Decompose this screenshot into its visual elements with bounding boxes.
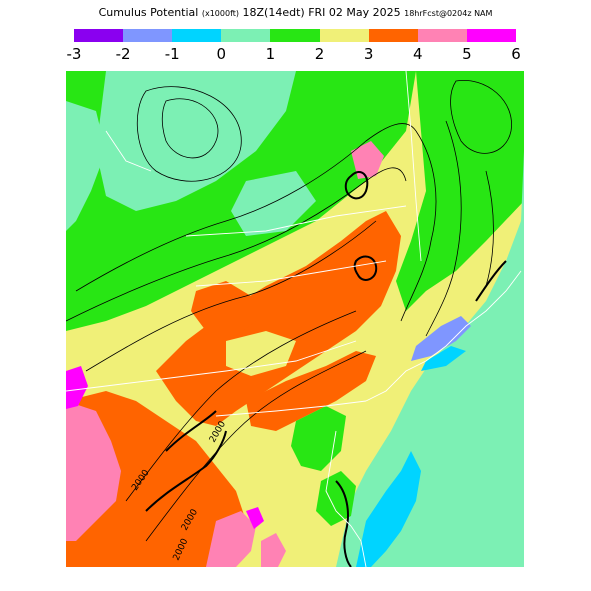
field-yellow-pocket bbox=[226, 331, 296, 376]
boundary-lines bbox=[66, 71, 522, 567]
contour-bold-southwest bbox=[165, 410, 217, 452]
coastline bbox=[365, 270, 522, 402]
legend-tick-label: -2 bbox=[115, 45, 131, 63]
legend-swatch bbox=[270, 29, 320, 42]
field-pink-north bbox=[351, 141, 384, 179]
state-border-3 bbox=[195, 260, 387, 287]
legend-swatch bbox=[172, 29, 222, 42]
field-bluish-bay bbox=[411, 316, 471, 361]
contour-lines bbox=[66, 79, 512, 542]
legend-tick-label: 6 bbox=[511, 45, 521, 63]
field-ocean-east bbox=[336, 151, 524, 567]
field-aqua-north-central bbox=[231, 171, 316, 236]
contour-bold-south bbox=[145, 430, 227, 512]
coastline-bay bbox=[325, 430, 352, 527]
legend-swatch bbox=[123, 29, 173, 42]
title-forecast-info: 18hrFcst@0204z NAM bbox=[404, 9, 493, 18]
field-cyan-bay bbox=[421, 346, 466, 371]
field-pink-south bbox=[206, 511, 256, 567]
contour-northeast-1 bbox=[450, 79, 512, 154]
state-border-5 bbox=[215, 400, 367, 417]
contour-ridge-2 bbox=[66, 167, 407, 322]
legend-tick-label: -1 bbox=[164, 45, 180, 63]
legend-swatch bbox=[368, 29, 418, 42]
contour-north-2 bbox=[136, 86, 242, 182]
map-title: Cumulus Potential (x1000ft) 18Z(14edt) F… bbox=[0, 6, 591, 19]
contour-band-1 bbox=[125, 310, 357, 502]
state-border-4 bbox=[66, 340, 357, 392]
field-pink-southwest bbox=[66, 401, 121, 541]
legend-swatch bbox=[319, 29, 369, 42]
field-magenta-south bbox=[246, 507, 264, 529]
contour-bold-southeast bbox=[335, 480, 352, 567]
contour-lines-bold bbox=[145, 171, 507, 567]
field-green-coastal bbox=[316, 471, 356, 526]
legend-tick-label: 2 bbox=[314, 45, 325, 63]
color-legend-ticks: -3 -2 -1 0 1 2 3 4 5 6 bbox=[0, 45, 591, 65]
field-magenta-west bbox=[66, 366, 88, 409]
legend-swatch bbox=[74, 29, 124, 42]
legend-tick-label: 0 bbox=[216, 45, 227, 63]
field-orange-interior bbox=[191, 281, 256, 336]
legend-tick-label: 4 bbox=[412, 45, 423, 63]
contour-bold-coast bbox=[475, 260, 507, 302]
legend-swatch bbox=[221, 29, 271, 42]
contour-ridge-1 bbox=[75, 123, 417, 292]
contour-north-1 bbox=[161, 98, 219, 159]
contour-bold-central bbox=[353, 255, 378, 281]
title-valid-time: 18Z(14edt) FRI 02 May 2025 bbox=[242, 6, 401, 19]
contour-east-3 bbox=[485, 170, 494, 287]
coastline-south bbox=[350, 525, 367, 567]
legend-swatch bbox=[417, 29, 467, 42]
title-main: Cumulus Potential bbox=[98, 6, 199, 19]
title-units: (x1000ft) bbox=[201, 9, 240, 18]
state-border-1 bbox=[185, 205, 407, 237]
contour-ridge-3 bbox=[85, 220, 377, 372]
field-cyan-coast bbox=[356, 451, 421, 567]
contour-bold-north bbox=[344, 171, 369, 200]
field-aqua-north bbox=[96, 71, 296, 211]
legend-tick-label: 5 bbox=[462, 45, 472, 63]
contour-band-2 bbox=[145, 350, 367, 542]
contour-east-2 bbox=[425, 120, 462, 337]
state-border-6 bbox=[105, 130, 152, 172]
legend-tick-label: 3 bbox=[363, 45, 374, 63]
contour-east-1 bbox=[400, 130, 437, 322]
field-orange-south bbox=[66, 391, 246, 567]
cumulus-potential-map: 2000 2000 2000 2000 bbox=[66, 71, 524, 567]
legend-tick-label: -3 bbox=[66, 45, 82, 63]
legend-swatch bbox=[466, 29, 516, 42]
field-aqua-west bbox=[66, 101, 106, 231]
field-pink-southeast bbox=[261, 533, 286, 567]
color-legend-bar bbox=[74, 29, 516, 42]
field-green-northeast bbox=[396, 71, 524, 311]
state-border-2 bbox=[405, 71, 422, 262]
legend-tick-label: 1 bbox=[265, 45, 276, 63]
